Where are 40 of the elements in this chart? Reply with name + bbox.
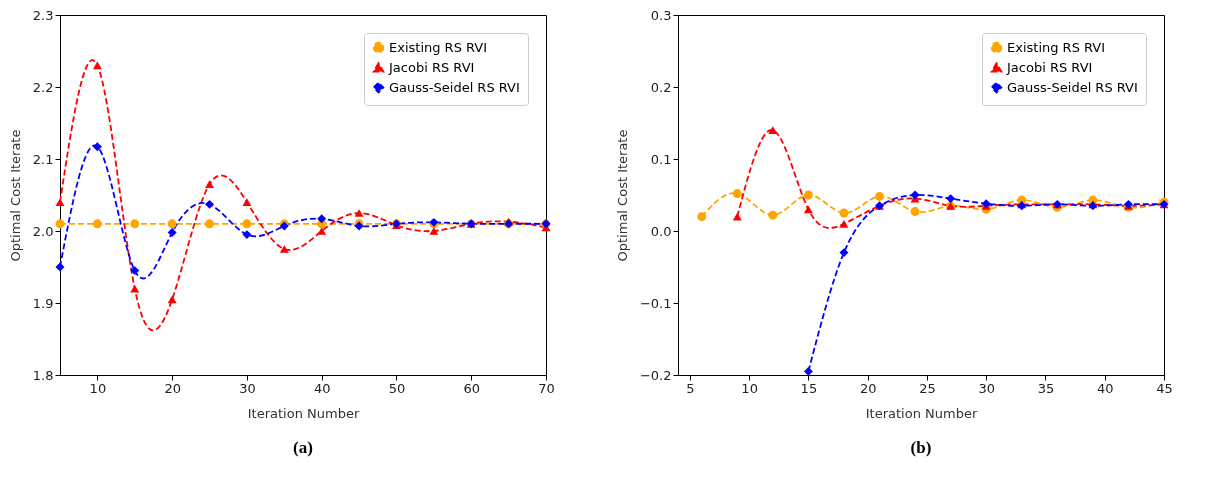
x-tick-label: 15 (800, 380, 818, 396)
legend-label: Gauss-Seidel RS RVI (389, 79, 520, 95)
legend-label: Existing RS RVI (389, 39, 488, 55)
x-axis-title: Iteration Number (865, 405, 978, 421)
x-tick-label: 40 (1096, 380, 1114, 396)
y-tick-label: 0.3 (650, 7, 672, 23)
y-tick-label: 1.8 (32, 367, 54, 383)
y-tick-label: 1.9 (32, 295, 54, 311)
x-tick-label: 70 (538, 380, 555, 396)
legend-label: Gauss-Seidel RS RVI (1007, 79, 1138, 95)
y-tick-label: 2.0 (32, 223, 54, 239)
x-tick-label: 5 (686, 380, 695, 396)
x-tick-label: 35 (1037, 380, 1055, 396)
y-tick-label: 2.2 (32, 79, 54, 95)
y-tick-label: 2.1 (32, 151, 54, 167)
x-tick-label: 40 (313, 380, 331, 396)
y-tick-label: −0.2 (639, 367, 672, 383)
text: (a) (293, 438, 313, 457)
x-tick-label: 20 (859, 380, 877, 396)
y-axis-title: Optimal Cost Iterate (7, 129, 23, 262)
y-axis-title: Optimal Cost Iterate (614, 129, 630, 262)
x-tick-label: 30 (978, 380, 995, 396)
legend-label: Jacobi RS RVI (388, 59, 475, 75)
legend-label: Jacobi RS RVI (1006, 59, 1093, 75)
y-tick-label: 2.3 (32, 7, 54, 23)
x-tick-label: 30 (239, 380, 256, 396)
x-tick-label: 50 (388, 380, 406, 396)
x-axis-title: Iteration Number (247, 405, 360, 421)
x-tick-label: 25 (919, 380, 936, 396)
x-tick-label: 20 (164, 380, 181, 396)
x-tick-label: 10 (741, 380, 758, 396)
y-tick-label: −0.1 (639, 295, 672, 311)
y-tick-label: 0.1 (650, 151, 672, 167)
y-tick-label: 0.2 (650, 79, 672, 95)
x-tick-label: 60 (463, 380, 480, 396)
text: (b) (910, 438, 932, 457)
legend-label: Existing RS RVI (1007, 39, 1106, 55)
y-tick-label: 0.0 (650, 223, 672, 239)
x-tick-label: 10 (89, 380, 107, 396)
x-tick-label: 45 (1156, 380, 1173, 396)
